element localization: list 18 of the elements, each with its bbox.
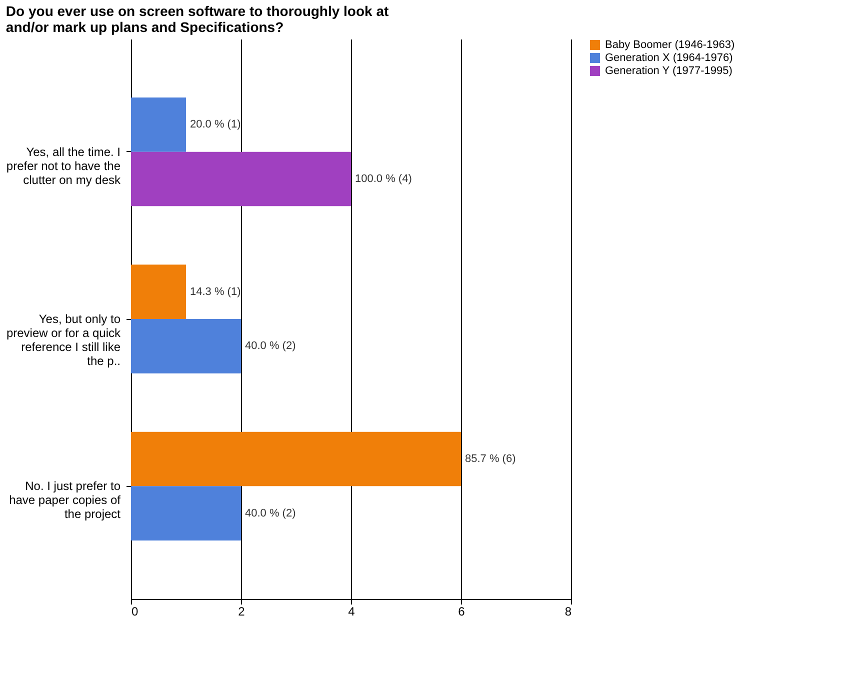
y-tick-label: No. I just prefer to have paper copies of the project xyxy=(9,479,122,522)
x-tick-label: 6 xyxy=(458,604,466,618)
data-label: 40.0 % (2) xyxy=(245,507,296,520)
x-tick-label: 8 xyxy=(564,604,572,618)
chart-title: Do you ever use on screen software to thoroughly look at and/or mark up plans and Specifications? xyxy=(6,3,389,35)
y-tick-label: Yes, but only to preview or for a quick reference I still like the p.. xyxy=(6,312,122,368)
legend-label: Generation X (1964-1976) xyxy=(605,52,733,64)
data-label: 40.0 % (2) xyxy=(245,340,296,352)
data-label: 85.7 % (6) xyxy=(465,453,516,465)
data-label: 14.3 % (1) xyxy=(190,286,241,298)
legend-label: Baby Boomer (1946-1963) xyxy=(605,39,735,51)
data-label: 20.0 % (1) xyxy=(190,118,241,131)
data-label: 100.0 % (4) xyxy=(355,173,412,185)
x-tick-label: 2 xyxy=(238,604,246,618)
x-tick-label: 4 xyxy=(348,604,356,618)
y-tick-label: Yes, all the time. I prefer not to have the clutter on my desk xyxy=(6,144,122,187)
legend-label: Generation Y (1977-1995) xyxy=(605,65,732,77)
x-tick-label: 0 xyxy=(132,604,138,618)
